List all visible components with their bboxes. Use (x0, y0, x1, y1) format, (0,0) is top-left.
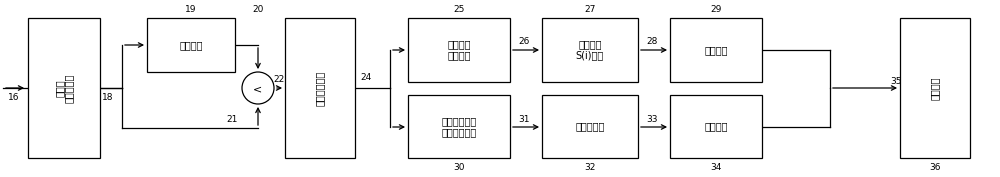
Text: 系数数量计算: 系数数量计算 (441, 127, 477, 137)
Bar (147, 18, 235, 72)
Text: 18: 18 (102, 93, 114, 101)
Text: 求取最大値: 求取最大値 (575, 121, 605, 132)
Text: 16: 16 (8, 93, 20, 102)
Text: 各尺度下有效: 各尺度下有效 (441, 116, 477, 126)
Text: 35: 35 (890, 76, 902, 85)
Text: 频率特征: 频率特征 (704, 45, 728, 55)
Text: 25: 25 (453, 4, 465, 13)
Bar (408, 95, 510, 158)
Text: 33: 33 (646, 116, 658, 124)
Text: 24: 24 (360, 73, 372, 81)
Text: 27: 27 (584, 4, 596, 13)
Text: 30: 30 (453, 164, 465, 173)
Text: 数有效区域系: 数有效区域系 (315, 70, 325, 106)
Text: 特征向量: 特征向量 (930, 76, 940, 100)
Bar (28, 18, 100, 158)
Text: 21: 21 (226, 116, 238, 124)
Text: 阀値计算: 阀値计算 (179, 40, 203, 50)
Text: 相同尺度: 相同尺度 (447, 39, 471, 49)
Bar (670, 95, 762, 158)
Circle shape (242, 72, 274, 104)
Text: <: < (253, 84, 263, 94)
Bar (408, 18, 510, 82)
Text: 29: 29 (710, 4, 722, 13)
Bar (900, 18, 970, 158)
Text: 26: 26 (518, 38, 530, 47)
Bar (285, 18, 355, 158)
Text: 31: 31 (518, 116, 530, 124)
Text: 19: 19 (185, 5, 197, 15)
Text: 34: 34 (710, 164, 722, 173)
Text: 28: 28 (646, 38, 658, 47)
Text: 系数求和: 系数求和 (447, 51, 471, 61)
Text: 20: 20 (252, 5, 264, 15)
Text: 各子区间: 各子区间 (578, 39, 602, 49)
Bar (542, 18, 638, 82)
Text: 22: 22 (273, 76, 285, 84)
Bar (542, 95, 638, 158)
Text: 预处理: 预处理 (54, 79, 64, 97)
Text: 36: 36 (929, 164, 941, 173)
Text: S(i)求和: S(i)求和 (576, 51, 604, 61)
Bar (670, 18, 762, 82)
Text: 时间特征: 时间特征 (704, 121, 728, 132)
Text: 32: 32 (584, 164, 596, 173)
Text: 连续小波变: 连续小波变 (64, 73, 74, 103)
